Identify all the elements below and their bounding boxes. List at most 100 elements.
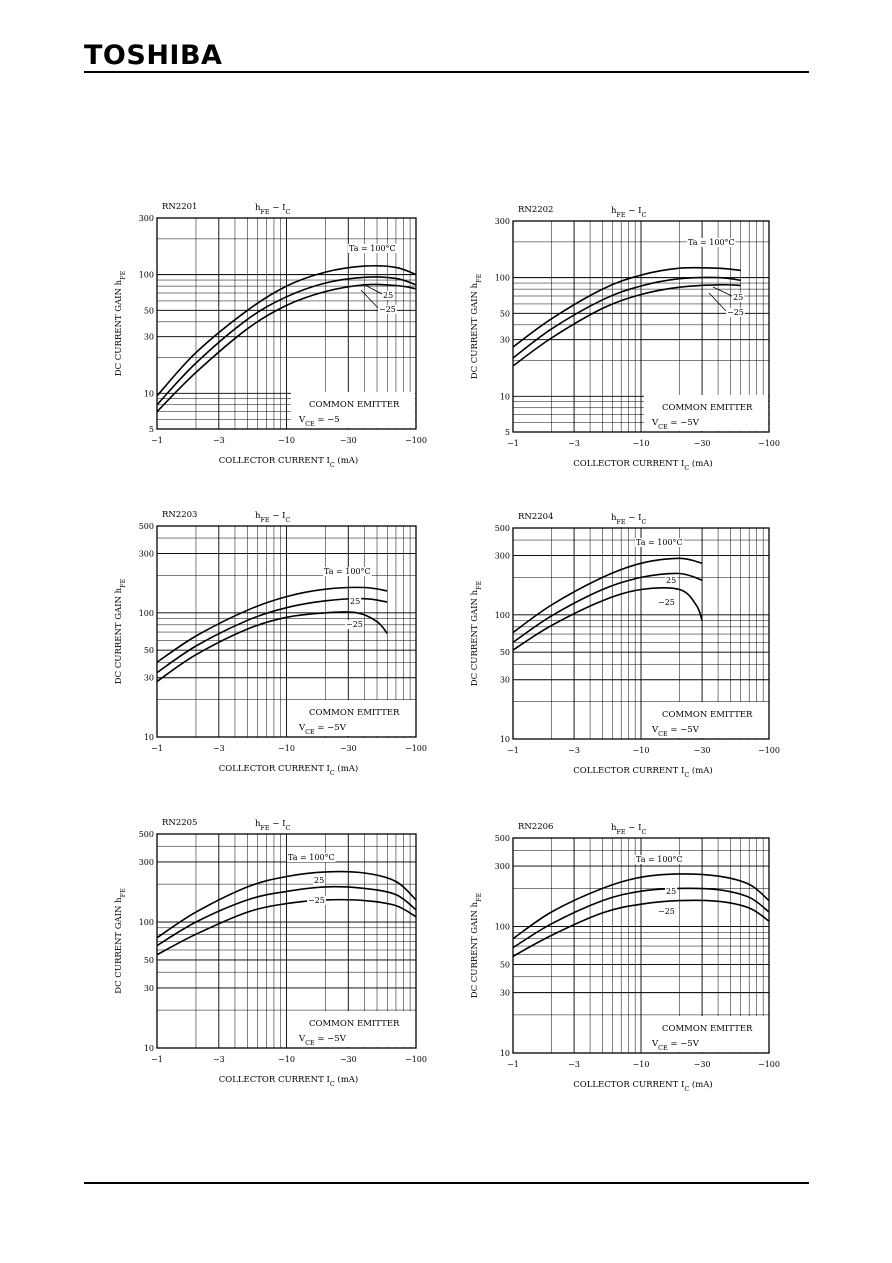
y-tick-label: 30 xyxy=(500,989,510,998)
series-line-ta25 xyxy=(512,276,741,359)
x-tick-label: −1 xyxy=(151,744,163,753)
x-tick-label: −30 xyxy=(340,1055,357,1064)
y-tick-label: 50 xyxy=(500,648,510,657)
leader-line xyxy=(360,289,379,309)
y-tick-label: 100 xyxy=(495,274,510,283)
header-rule xyxy=(84,71,809,73)
y-tick-label: 30 xyxy=(144,333,154,342)
series-label-bg xyxy=(726,308,745,317)
note-vce: VCE = −5V xyxy=(298,723,347,736)
series-label: Ta = 100°C xyxy=(636,538,683,547)
series-line-ta25 xyxy=(512,887,770,949)
series-line-ta-minus25 xyxy=(512,283,741,367)
y-tick-label: 100 xyxy=(495,611,510,620)
series-line-ta-minus25 xyxy=(156,283,417,413)
y-tick-label: 30 xyxy=(144,984,154,993)
series-line-ta-minus25 xyxy=(512,587,703,651)
series-label-bg xyxy=(323,567,372,576)
note-vce: VCE = −5V xyxy=(298,1034,347,1047)
x-tick-label: −100 xyxy=(405,436,427,445)
x-tick-label: −10 xyxy=(633,746,650,755)
y-axis-label: DC CURRENT GAIN hFE xyxy=(114,578,127,684)
chart-title: hFE − IC xyxy=(255,203,290,216)
x-tick-label: −1 xyxy=(151,436,163,445)
note-box xyxy=(291,700,415,736)
note-vce: VCE = −5V xyxy=(651,725,700,738)
series-line-ta-minus25 xyxy=(512,899,770,958)
note-common-emitter: COMMON EMITTER xyxy=(662,1024,753,1034)
note-vce: VCE = −5 xyxy=(298,415,340,428)
note-vce: VCE = −5V xyxy=(651,1039,700,1052)
series-label-bg xyxy=(287,853,336,862)
x-tick-label: −1 xyxy=(507,439,519,448)
y-tick-label: 300 xyxy=(139,858,154,867)
series-line-ta-minus25 xyxy=(156,898,417,956)
series-line-ta100 xyxy=(156,586,388,663)
series-line-ta100 xyxy=(156,264,417,397)
y-tick-label: 300 xyxy=(495,217,510,226)
y-axis-label: DC CURRENT GAIN hFE xyxy=(114,888,127,994)
y-tick-label: 10 xyxy=(500,735,510,744)
x-tick-label: −100 xyxy=(758,746,780,755)
note-box xyxy=(644,395,768,431)
x-tick-label: −1 xyxy=(507,746,519,755)
series-label-bg xyxy=(378,305,397,314)
note-common-emitter: COMMON EMITTER xyxy=(662,710,753,720)
note-vce: VCE = −5V xyxy=(651,418,700,431)
series-label-bg xyxy=(657,907,676,916)
y-tick-label: 500 xyxy=(139,830,154,839)
x-axis-label: COLLECTOR CURRENT IC (mA) xyxy=(573,458,712,472)
x-tick-label: −100 xyxy=(758,1060,780,1069)
series-line-ta100 xyxy=(156,870,417,939)
y-axis-label: DC CURRENT GAIN hFE xyxy=(470,273,483,379)
chart-model-label: RN2203 xyxy=(162,510,197,520)
chart-title: hFE − IC xyxy=(255,819,290,832)
series-label: −25 xyxy=(727,308,744,317)
y-tick-label: 10 xyxy=(500,392,510,401)
x-tick-label: −3 xyxy=(568,746,580,755)
y-tick-label: 10 xyxy=(144,389,154,398)
chart-title: hFE − IC xyxy=(255,511,290,524)
y-axis-label: DC CURRENT GAIN hFE xyxy=(470,892,483,998)
y-tick-label: 300 xyxy=(495,552,510,561)
y-axis-label: DC CURRENT GAIN hFE xyxy=(470,580,483,686)
chart-model-label: RN2205 xyxy=(162,818,197,828)
series-line-ta100 xyxy=(512,557,703,634)
plot-frame xyxy=(156,525,417,738)
series-line-ta25 xyxy=(156,885,417,947)
series-label: 25 xyxy=(350,597,360,606)
series-label-bg xyxy=(348,244,397,253)
x-axis-label: COLLECTOR CURRENT IC (mA) xyxy=(219,763,358,777)
y-tick-label: 500 xyxy=(495,834,510,843)
plot-frame xyxy=(512,837,770,1054)
chart-title: hFE − IC xyxy=(611,513,646,526)
note-box xyxy=(644,702,768,738)
chart-model-label: RN2204 xyxy=(518,512,553,522)
y-tick-label: 300 xyxy=(139,214,154,223)
plot-frame xyxy=(156,217,417,430)
series-label-bg xyxy=(345,620,364,629)
plot-frame xyxy=(512,527,770,740)
note-common-emitter: COMMON EMITTER xyxy=(662,403,753,413)
note-common-emitter: COMMON EMITTER xyxy=(309,1019,400,1029)
y-tick-label: 50 xyxy=(144,956,154,965)
plot-frame xyxy=(512,220,770,433)
y-tick-label: 100 xyxy=(495,922,510,931)
series-label: −25 xyxy=(658,907,675,916)
x-tick-label: −30 xyxy=(694,1060,711,1069)
series-line-ta100 xyxy=(512,873,770,940)
series-line-ta25 xyxy=(512,572,703,644)
series-label: 25 xyxy=(383,291,393,300)
chart-title: hFE − IC xyxy=(611,206,646,219)
x-tick-label: −10 xyxy=(278,744,295,753)
series-label-bg xyxy=(349,597,362,606)
series-label-bg xyxy=(665,887,678,896)
series-label: −25 xyxy=(308,896,325,905)
y-tick-label: 10 xyxy=(144,733,154,742)
series-label: Ta = 100°C xyxy=(688,238,735,247)
x-tick-label: −3 xyxy=(568,1060,580,1069)
series-label-bg xyxy=(657,598,676,607)
